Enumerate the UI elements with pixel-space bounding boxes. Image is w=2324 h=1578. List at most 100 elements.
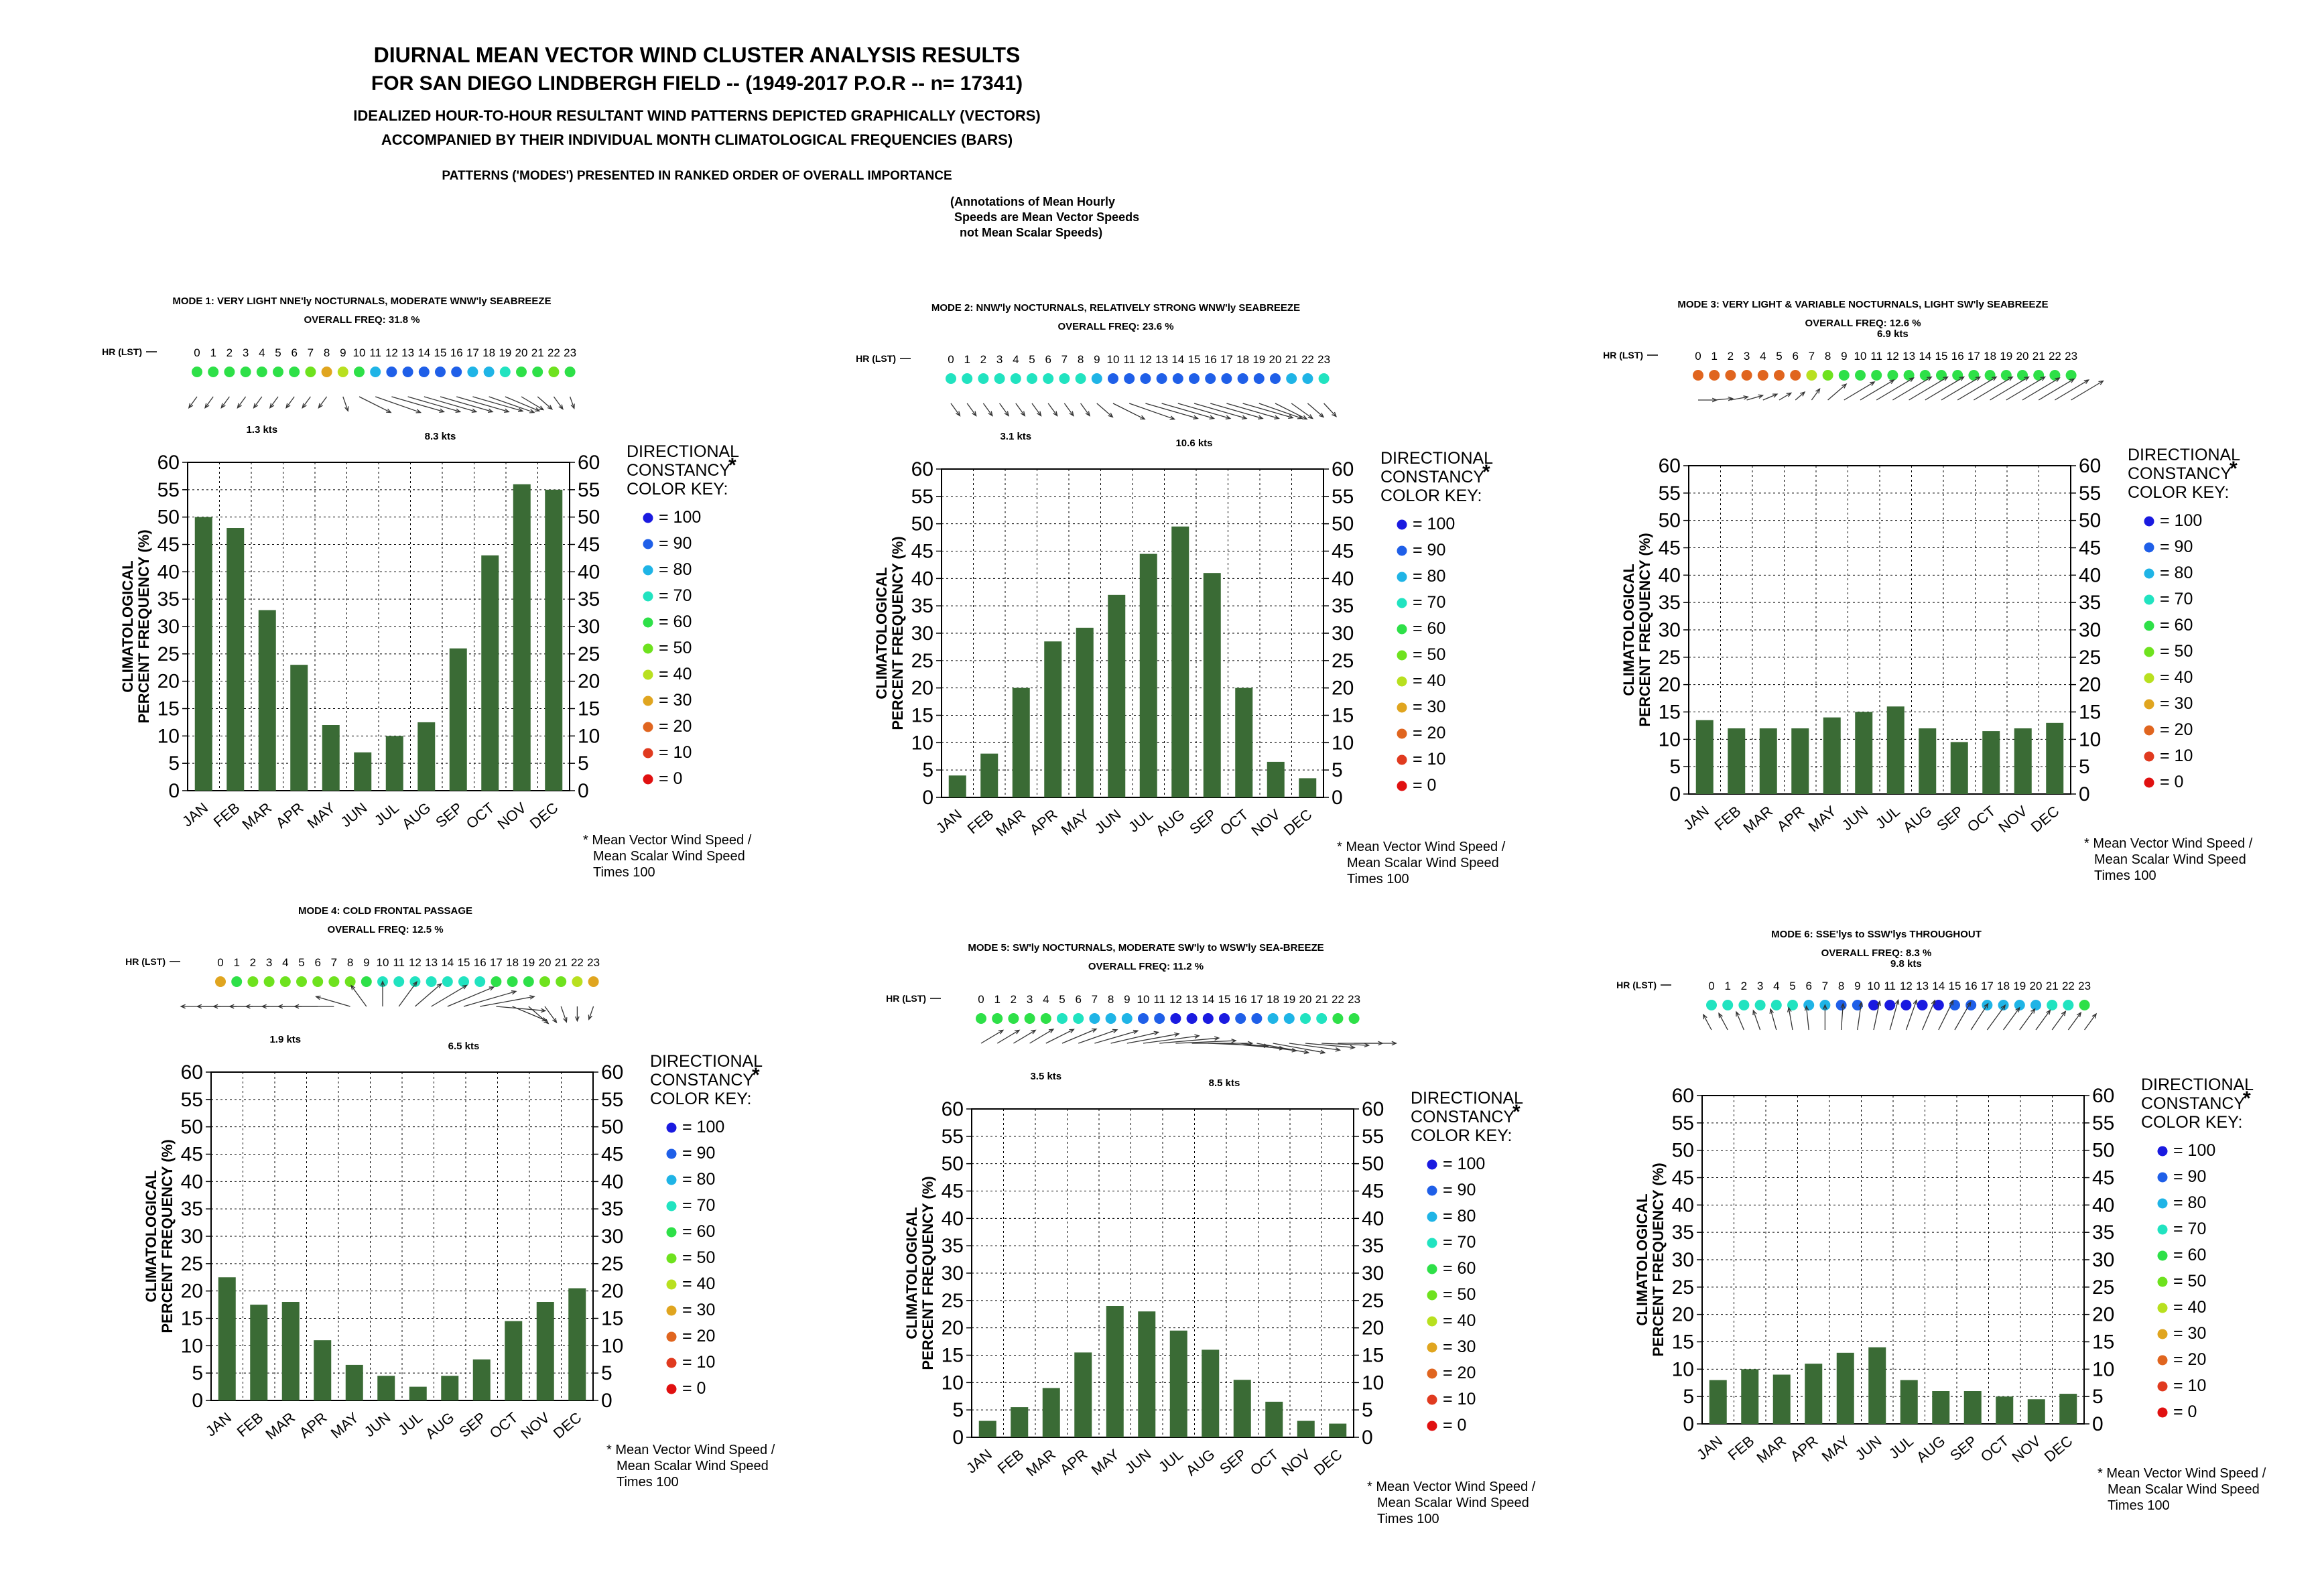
month-label: APR [273,799,307,832]
wind-vector-head [1140,415,1146,420]
hour-constancy-dot [354,367,365,377]
y-tick-label-right: 5 [578,752,589,775]
y-tick-label-right: 55 [1362,1126,1384,1148]
month-label: DEC [1311,1446,1346,1479]
wind-vector-arrow [463,990,517,1007]
wind-vector-head [1840,1002,1846,1008]
hour-constancy-dot [231,976,243,987]
hour-constancy-dot [1884,1000,1896,1010]
key-dot [2144,751,2154,762]
wind-vector-arrow [1112,403,1145,420]
mode-title: MODE 5: SW'ly NOCTURNALS, MODERATE SW'ly… [968,942,1324,954]
hour-constancy-dot [564,367,576,377]
wind-vector-arrow [431,984,467,1007]
wind-vector-head [1728,396,1734,401]
wind-vector-head [1815,388,1821,394]
month-bar [409,1386,427,1400]
key-level-label: = 40 [2173,1298,2206,1317]
hour-label: 1 [233,956,239,969]
hour-label: 16 [450,346,463,359]
wind-vector-head [1037,411,1042,417]
month-label: DEC [550,1409,585,1442]
month-bar [1235,687,1253,797]
y-tick-label-left: 10 [911,732,933,754]
hour-label: 1 [1724,980,1730,992]
wind-vector-head [1307,414,1314,419]
hour-constancy-dot [370,367,381,377]
hour-constancy-dot [393,976,405,987]
wind-vector-arrow [1015,403,1025,416]
wind-vector-head [489,986,495,991]
key-dot [2157,1172,2168,1183]
y-tick-label-left: 15 [181,1308,203,1330]
hour-label: 22 [1301,353,1314,366]
y-tick-label-left: 20 [181,1280,203,1303]
month-bar [948,775,966,797]
month-label: NOV [1248,805,1283,839]
speed-annotation-max: 6.5 kts [448,1041,480,1052]
month-bar [1919,728,1937,794]
month-bar [481,555,499,791]
month-bar [441,1376,459,1400]
y-tick-label-right: 45 [1332,541,1354,563]
hour-constancy-dot [1968,370,1980,381]
mode-title: MODE 3: VERY LIGHT & VARIABLE NOCTURNALS… [1677,299,2048,310]
wind-vector-head [2076,1011,2082,1018]
month-label: NOV [1995,802,2030,836]
main-subtitle: FOR SAN DIEGO LINDBERGH FIELD -- (1949-2… [371,72,1023,94]
month-bar [377,1376,395,1400]
month-bar [2059,1394,2077,1424]
wind-vector-head [1743,395,1749,400]
hour-label: 11 [369,346,381,359]
month-bar [250,1305,268,1400]
hour-label: 22 [571,956,584,969]
hour-constancy-dot [296,976,307,987]
hour-label: 9 [1124,993,1130,1006]
footnote-line1: * Mean Vector Wind Speed / [2084,836,2253,851]
key-dot [643,617,653,628]
y-tick-label-right: 60 [2092,1085,2114,1107]
mode-3-chart: MODE 3: VERY LIGHT & VARIABLE NOCTURNALS… [1603,299,2253,883]
wind-vector-arrow [1703,1014,1712,1031]
month-bar [1805,1364,1823,1424]
hour-constancy-dot [2065,370,2077,381]
hour-constancy-dot [409,976,421,987]
wind-vector-head [1350,1045,1356,1050]
hour-constancy-dot [321,367,332,377]
month-label: JAN [1680,803,1712,834]
hour-label: 19 [522,956,535,969]
hour-constancy-dot [1706,1000,1717,1010]
hour-constancy-dot [1186,1013,1198,1024]
y-tick-label-right: 10 [578,725,600,747]
key-level-label: = 40 [1413,671,1445,690]
month-label: MAY [1088,1445,1123,1478]
key-dot [1427,1238,1437,1248]
hour-constancy-dot [1075,373,1086,384]
footnote-line1: * Mean Vector Wind Speed / [1337,840,1506,854]
wind-vector-arrow [1177,403,1230,419]
month-bar [1772,1374,1791,1424]
hour-label: 2 [1728,350,1734,363]
key-title-line3: COLOR KEY: [2128,483,2229,502]
wind-vector-head [563,1017,568,1023]
y-tick-label-left: 30 [181,1226,203,1248]
wind-vector-head [1303,1049,1310,1055]
month-bar [1932,1391,1950,1424]
wind-vector-head [1153,1031,1160,1036]
wind-vector-head [1931,999,1935,1005]
footnote-line3: Times 100 [593,865,655,880]
y-tick-label-right: 30 [601,1226,623,1248]
month-label: MAY [328,1408,363,1441]
y-tick-label-right: 5 [2079,756,2090,778]
hour-constancy-dot [556,976,567,987]
hour-label: 13 [425,956,438,969]
hour-label: 17 [1220,353,1233,366]
hour-label: 23 [1317,353,1330,366]
month-bar [545,489,563,791]
wind-vector-head [261,1004,267,1009]
hour-label: 1 [964,353,970,366]
hour-constancy-dot [1121,1013,1133,1024]
month-bar [1074,1352,1092,1437]
hour-constancy-dot [1105,1013,1116,1024]
month-label: OCT [1217,806,1252,839]
